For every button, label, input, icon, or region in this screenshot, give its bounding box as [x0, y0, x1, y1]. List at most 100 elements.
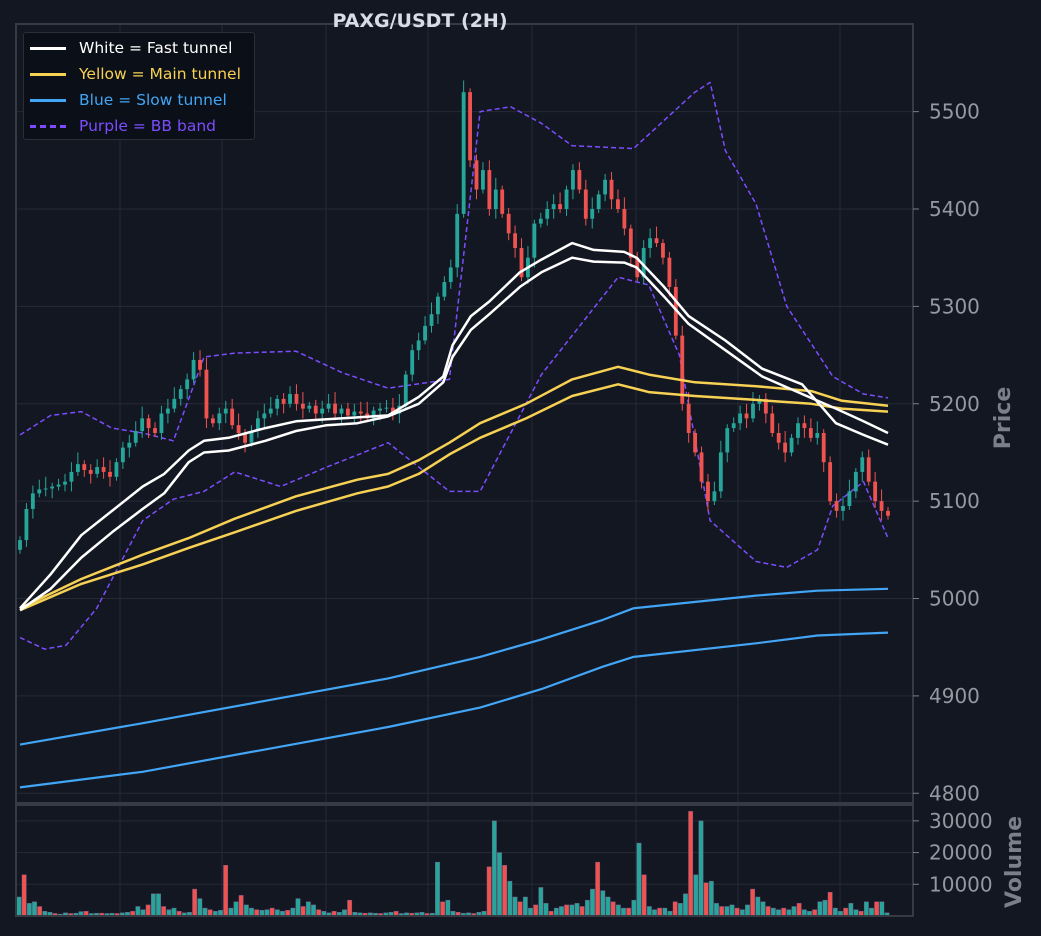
candle-body [153, 428, 157, 433]
candle-body [436, 296, 440, 315]
candle-body [24, 508, 29, 541]
bb-band [19, 81, 889, 650]
candle-body [56, 484, 61, 487]
volume-bar [708, 880, 714, 917]
candle-body [423, 325, 427, 341]
volume-tick-label: 10000 [929, 872, 993, 896]
candle-body [468, 92, 472, 161]
main-tunnel-lower-line [19, 383, 889, 612]
candle-body [577, 170, 582, 190]
candle-body [50, 486, 55, 489]
candle-body [590, 209, 595, 219]
candle-body [583, 189, 588, 219]
volume-bar [879, 901, 885, 917]
candle-body [140, 418, 145, 432]
volume-bar [435, 861, 440, 917]
candle-body [249, 431, 254, 443]
price-axis-label: Price [991, 387, 1016, 449]
candle-body [198, 359, 202, 370]
candle-body [236, 425, 241, 433]
candle-body [371, 410, 376, 419]
candle-body [442, 282, 447, 297]
candle-body [828, 462, 833, 502]
candle-body [384, 407, 389, 409]
candle-body [204, 369, 209, 419]
volume-bar [595, 861, 601, 917]
volume-bar [781, 907, 787, 917]
price-tick-label: 4800 [929, 781, 980, 805]
volume-bar [626, 907, 632, 917]
candle-body [262, 413, 267, 419]
volume-bar [243, 904, 249, 917]
candle-body [596, 194, 601, 210]
candle-body [352, 411, 357, 416]
candle-body [88, 469, 93, 474]
candle-body [159, 413, 164, 433]
volume-bar [21, 874, 27, 917]
candle-body [333, 403, 337, 414]
volume-bar [517, 901, 523, 917]
legend-label-fast: White = Fast tunnel [79, 39, 233, 57]
volume-bar [657, 907, 663, 917]
volume-bar [615, 904, 621, 917]
fast-tunnel [19, 241, 889, 612]
legend-swatch-bb [30, 124, 66, 128]
volume-bar [290, 907, 296, 917]
candle-body [532, 223, 537, 258]
volume-tick-label: 20000 [929, 841, 993, 865]
volume-bar [729, 904, 735, 917]
volume-bar [822, 899, 828, 917]
volume-bar [574, 903, 580, 917]
volume-bar [683, 893, 688, 917]
volume-bar [770, 907, 776, 917]
candle-body [847, 491, 852, 507]
candle-body [313, 405, 318, 414]
price-tick-label: 5300 [929, 294, 980, 318]
price-axis-ticks: 4800 4900 5000 5100 5200 5300 5400 5500 [913, 100, 980, 805]
candle-body [808, 428, 813, 438]
volume-bar [300, 906, 306, 917]
candle-body [18, 540, 22, 550]
candle-body [802, 423, 807, 429]
candle-body [403, 374, 408, 406]
candle-body [751, 403, 755, 419]
candle-body [538, 218, 543, 224]
volume-bar [445, 899, 451, 917]
bb-upper-line [19, 81, 889, 442]
candle-body [853, 471, 858, 492]
volume-axis-ticks: 10000 20000 30000 [913, 809, 993, 896]
candle-body [120, 447, 125, 463]
candle-body [706, 481, 710, 502]
price-tick-label: 5200 [929, 392, 980, 416]
volume-bar [440, 901, 446, 917]
volume-bar [869, 907, 874, 917]
candle-body [776, 432, 781, 443]
volume-bar [832, 907, 838, 917]
price-tick-label: 4900 [929, 684, 980, 708]
candle-body [770, 413, 775, 433]
legend-item-main: Yellow = Main tunnel [30, 64, 241, 84]
volume-bar [724, 906, 730, 917]
candle-body [789, 437, 794, 453]
legend-item-slow: Blue = Slow tunnel [30, 90, 227, 110]
candle-body [558, 204, 563, 210]
candle-body [108, 471, 112, 477]
volume-bar [522, 896, 528, 917]
candle-body [95, 467, 100, 474]
candle-body [616, 199, 620, 210]
candle-body [288, 394, 292, 404]
candle-body [217, 413, 222, 424]
candle-body [223, 408, 228, 414]
candle-body [873, 481, 878, 502]
candle-body [609, 179, 614, 200]
candle-body [744, 413, 749, 419]
candle-body [178, 389, 183, 399]
volume-bar [863, 901, 869, 917]
candle-body [481, 170, 485, 190]
volume-bar [553, 907, 559, 917]
candle-body [127, 442, 132, 448]
candle-body [693, 432, 698, 453]
price-grid [16, 24, 913, 803]
